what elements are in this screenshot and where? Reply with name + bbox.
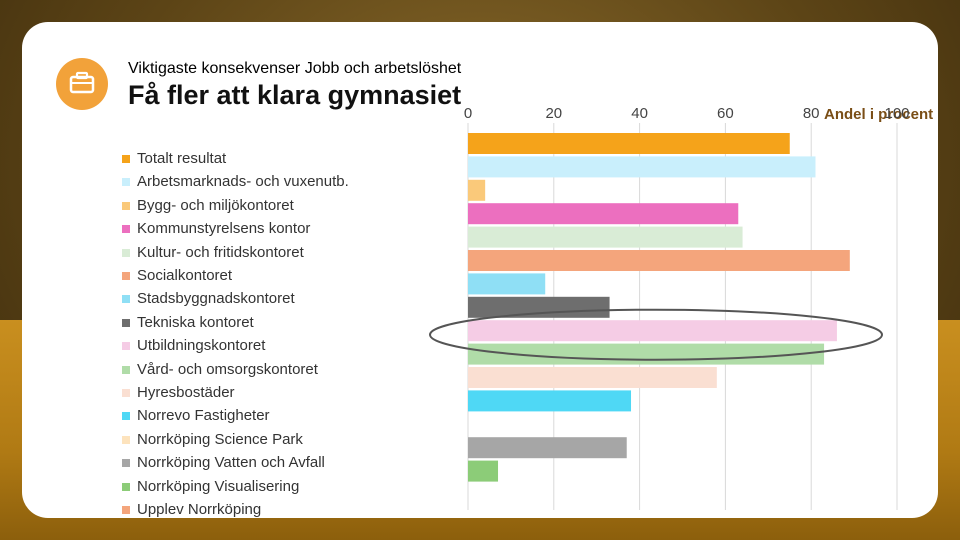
bar <box>468 179 486 201</box>
legend-label: Upplev Norrköping <box>137 501 262 518</box>
legend-swatch <box>122 295 130 304</box>
legend-label: Norrköping Science Park <box>137 430 303 448</box>
legend-label: Norrevo Fastigheter <box>137 407 270 425</box>
legend-swatch <box>122 225 130 234</box>
legend-swatch <box>122 506 130 514</box>
legend-swatch <box>122 201 130 210</box>
x-tick-label: 80 <box>803 105 820 122</box>
legend-label: Arbetsmarknads- och vuxenutb. <box>137 173 349 191</box>
legend-swatch <box>122 412 130 421</box>
x-tick-label: 100 <box>884 105 909 122</box>
legend-swatch <box>122 155 130 163</box>
legend-swatch <box>122 248 130 257</box>
badge <box>56 58 108 110</box>
bar <box>468 460 499 482</box>
bar <box>468 156 816 178</box>
legend-label: Hyresbostäder <box>137 384 235 401</box>
legend-label: Norrköping Vatten och Avfall <box>137 454 325 472</box>
bar <box>468 226 743 248</box>
legend-label: Stadsbyggnadskontoret <box>137 290 295 308</box>
bar <box>468 273 546 295</box>
bar <box>468 296 610 318</box>
legend-label: Socialkontoret <box>137 267 233 284</box>
bar <box>468 343 825 365</box>
bar <box>468 203 739 225</box>
legend-swatch <box>122 389 130 397</box>
x-axis-label: Andel i procent <box>824 106 934 123</box>
bar <box>468 437 627 459</box>
legend-label: Kultur- och fritidskontoret <box>137 243 304 261</box>
bar <box>468 250 850 271</box>
legend-label: Utbildningskontoret <box>137 337 266 355</box>
legend-swatch <box>122 178 130 187</box>
x-tick-label: 60 <box>717 105 734 122</box>
legend-swatch <box>122 272 130 280</box>
legend-swatch <box>122 482 130 491</box>
bar-chart: 0 20 40 60 80 100 <box>429 105 910 510</box>
slide-title: Få fler att klara gymnasiet <box>128 80 462 110</box>
slide-card: Viktigaste konsekvenser Jobb och arbetsl… <box>22 22 938 518</box>
legend-swatch <box>122 459 130 468</box>
slide-subtitle: Viktigaste konsekvenser Jobb och arbetsl… <box>128 60 462 77</box>
x-tick-label: 20 <box>545 105 562 122</box>
briefcase-icon <box>69 71 95 94</box>
legend-label: Tekniska kontoret <box>137 313 254 331</box>
bar <box>468 390 632 412</box>
legend-swatch <box>122 435 130 444</box>
legend-label: Totalt resultat <box>137 150 227 167</box>
bar <box>468 133 790 154</box>
legend-label: Norrköping Visualisering <box>137 477 300 495</box>
legend-swatch <box>122 342 130 351</box>
legend-label: Vård- och omsorgskontoret <box>137 360 318 378</box>
legend-label: Bygg- och miljökontoret <box>137 196 294 214</box>
x-tick-label: 40 <box>631 105 648 122</box>
bar <box>468 320 837 342</box>
legend-label: Kommunstyrelsens kontor <box>137 220 311 238</box>
legend-swatch <box>122 365 130 374</box>
bar <box>468 367 717 388</box>
legend-swatch <box>122 318 130 327</box>
highlight-ellipse <box>429 308 883 361</box>
x-tick-label: 0 <box>464 105 472 122</box>
